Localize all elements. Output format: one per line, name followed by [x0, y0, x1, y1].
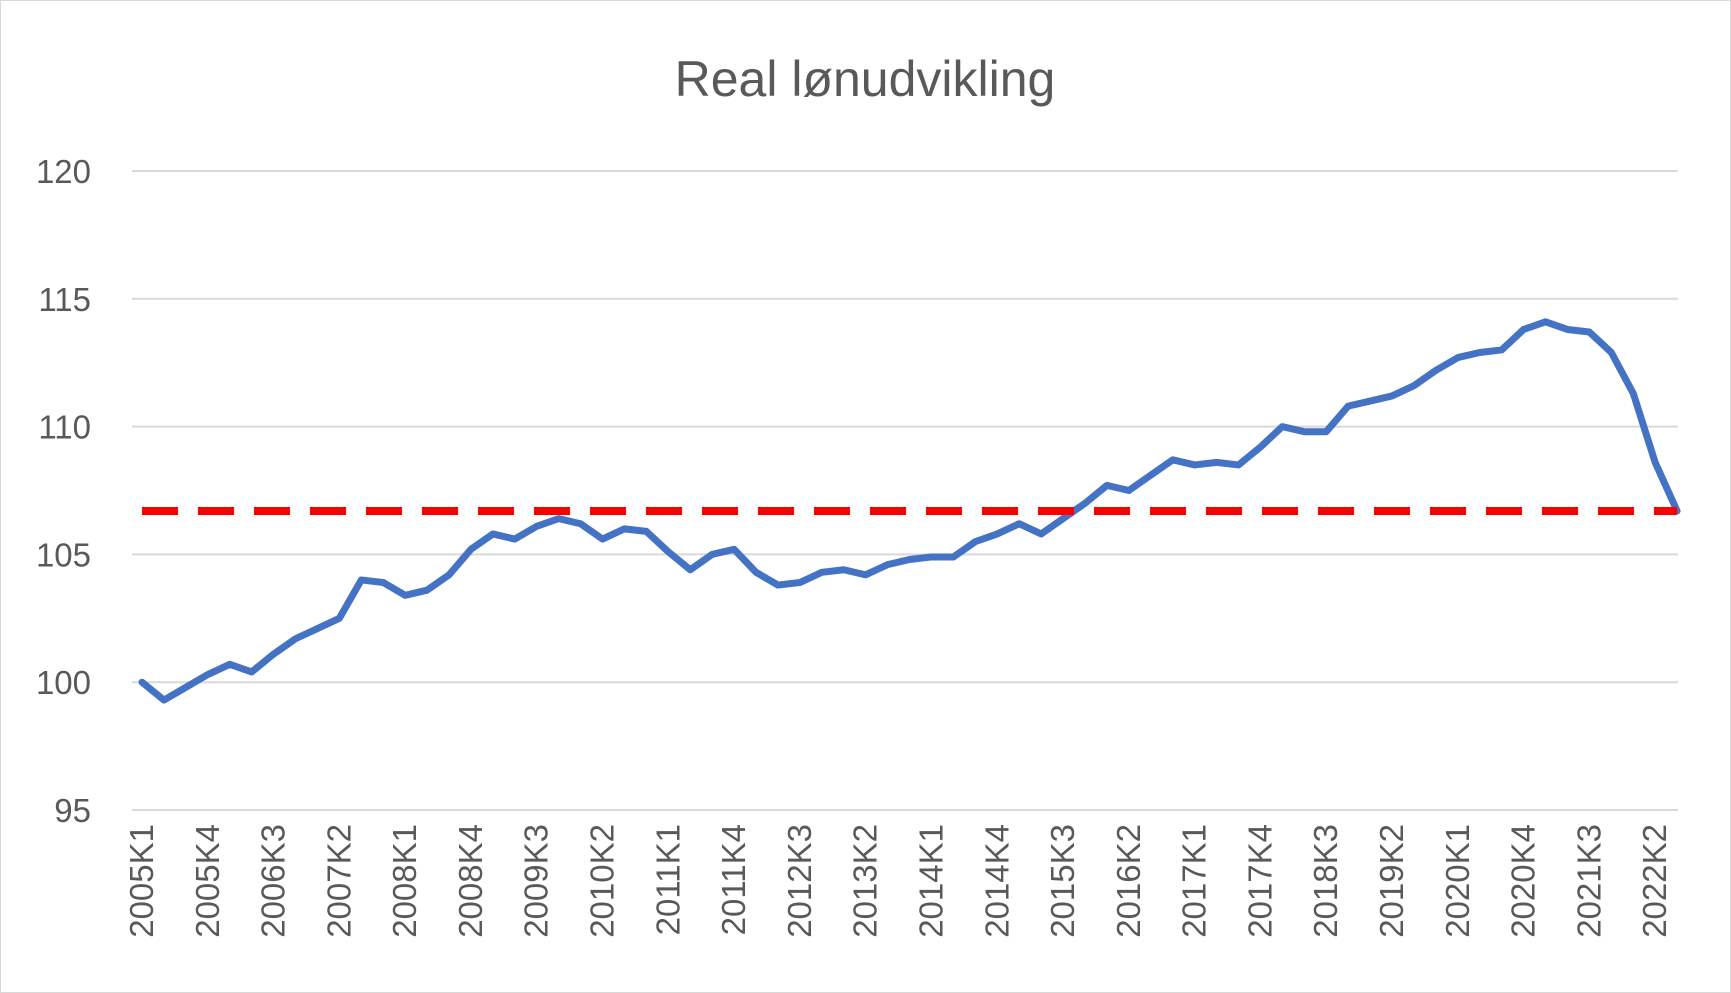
x-tick-label: 2007K2	[320, 824, 357, 938]
gridlines	[132, 170, 1678, 811]
y-tick-label: 105	[36, 536, 91, 573]
x-tick-label: 2009K3	[518, 824, 555, 938]
x-tick-label: 2013K2	[847, 824, 884, 938]
x-tick-label: 2017K1	[1176, 824, 1213, 938]
x-tick-label: 2005K4	[189, 824, 226, 938]
x-tick-label: 2014K4	[978, 824, 1015, 938]
x-axis-ticks: 2005K1 2005K4 2006K3 2007K2 2008K1 2008K4 2009…	[123, 824, 1673, 938]
x-tick-label: 2012K3	[781, 824, 818, 938]
x-tick-label: 2014K1	[912, 824, 949, 938]
x-tick-label: 2008K1	[386, 824, 423, 938]
series-lines	[138, 318, 1681, 704]
x-tick-label: 2020K1	[1439, 824, 1476, 938]
y-tick-label: 110	[38, 409, 91, 446]
y-tick-label: 120	[36, 153, 91, 190]
y-axis-ticks: 95 100 105 110 115 120	[36, 153, 91, 829]
x-tick-label: 2015K3	[1044, 824, 1081, 938]
x-tick-label: 2017K4	[1241, 824, 1278, 938]
y-tick-label: 95	[54, 792, 91, 829]
x-tick-label: 2006K3	[255, 824, 292, 938]
x-tick-label: 2011K4	[715, 824, 752, 935]
x-tick-label: 2008K4	[452, 824, 489, 938]
series-line	[138, 318, 1681, 704]
x-tick-label: 2010K2	[584, 824, 621, 938]
x-tick-label: 2020K4	[1505, 824, 1542, 938]
chart-title: Real lønudvikling	[675, 51, 1056, 107]
y-tick-label: 100	[36, 664, 91, 701]
x-tick-label: 2011K1	[649, 824, 686, 935]
y-tick-label: 115	[38, 281, 91, 318]
x-tick-label: 2018K3	[1307, 824, 1344, 938]
x-tick-label: 2016K2	[1110, 824, 1147, 938]
x-tick-label: 2022K2	[1636, 824, 1673, 938]
x-tick-label: 2005K1	[123, 824, 160, 938]
x-tick-label: 2021K3	[1570, 824, 1607, 938]
x-tick-label: 2019K2	[1373, 824, 1410, 938]
